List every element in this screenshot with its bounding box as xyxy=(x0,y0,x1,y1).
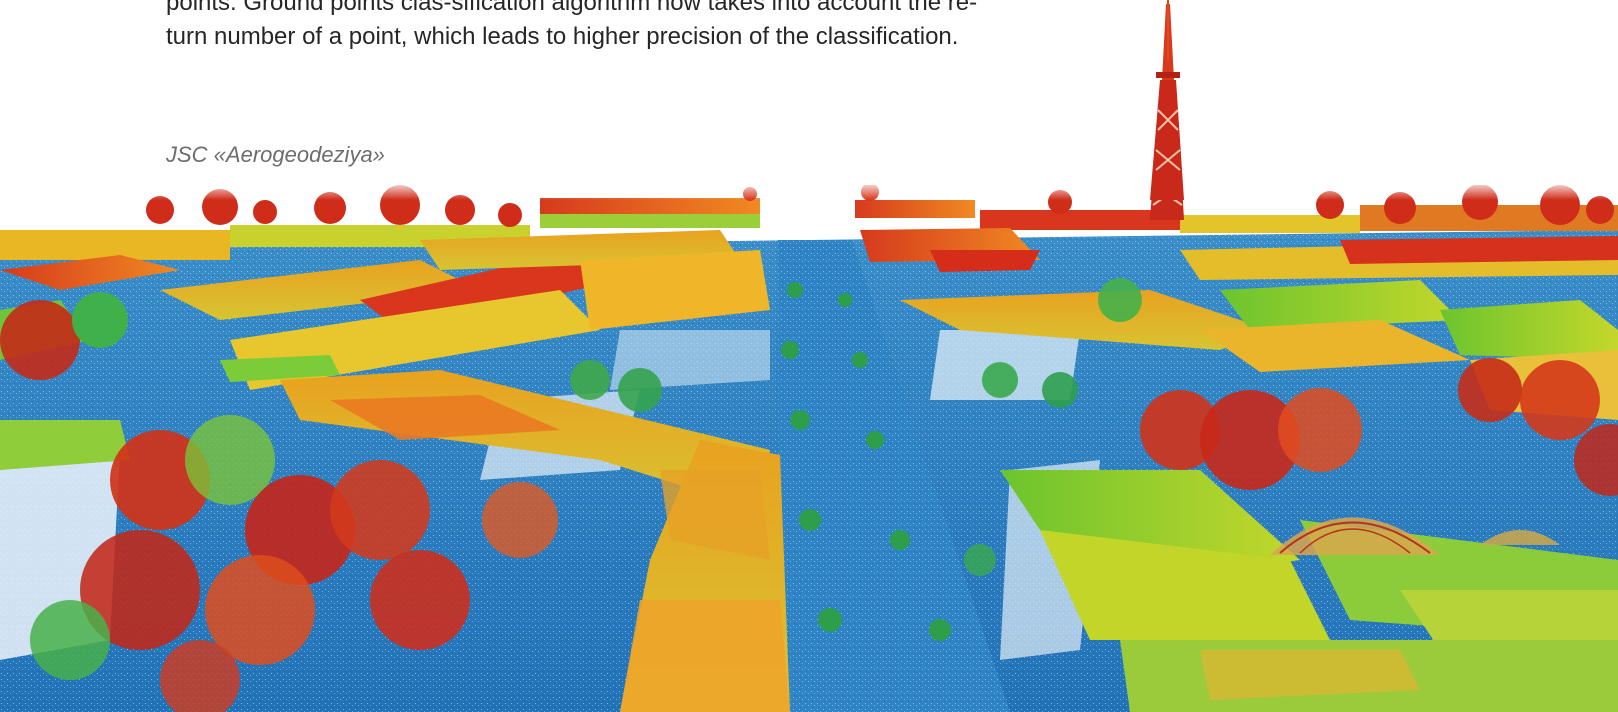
tv-tower-top xyxy=(1150,0,1184,200)
tree-cluster-left xyxy=(0,292,662,712)
article-line-1: points. Ground points clas-sification al… xyxy=(166,0,978,16)
image-caption: JSC «Aerogeodeziya» xyxy=(166,142,385,167)
tree-cluster-right xyxy=(964,278,1618,576)
article-text: points. Ground points clas-sification al… xyxy=(166,0,1096,54)
street-trees xyxy=(781,282,951,641)
article-line-2: turn number of a point, which leads to h… xyxy=(166,23,959,50)
central-street xyxy=(778,240,1010,712)
